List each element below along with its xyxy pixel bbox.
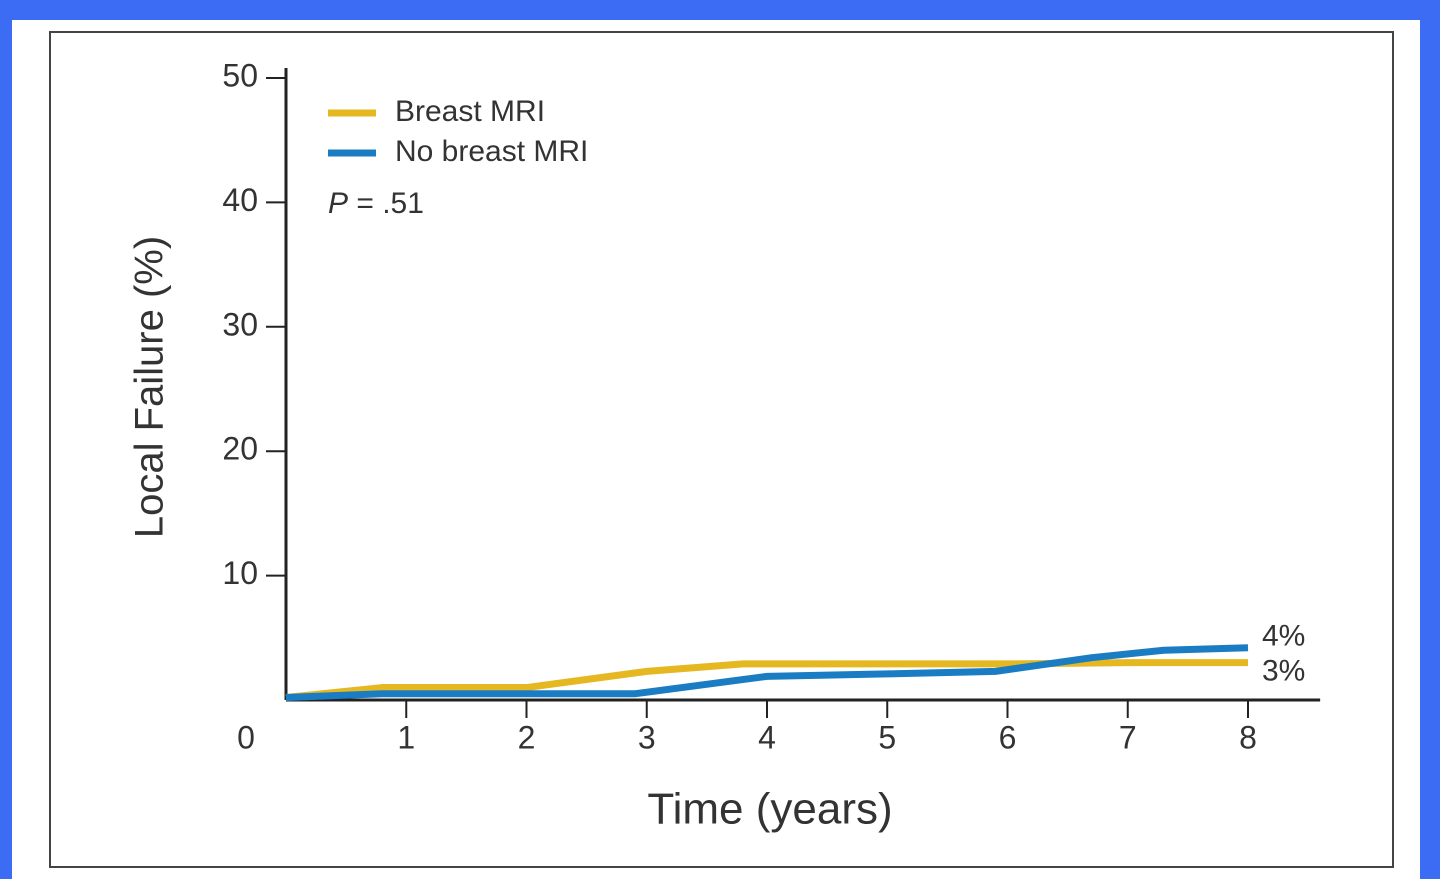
line — [285, 659, 1248, 701]
y-tick-label: 0 — [237, 719, 255, 755]
x-tick-label: 7 — [1119, 719, 1137, 755]
y-tick-label: 40 — [222, 182, 258, 218]
y-axis-label: Local Failure (%) — [128, 236, 172, 538]
y-tick-label: 20 — [222, 431, 258, 467]
y-tick-label: 50 — [222, 57, 258, 93]
x-tick-label: 4 — [758, 719, 776, 755]
annotation-rest: = .51 — [348, 187, 424, 220]
annotation: P = .51 — [328, 187, 424, 220]
y-tick-label: 10 — [222, 555, 258, 591]
annotation-italic: P — [328, 187, 348, 220]
end-label: 3% — [1262, 655, 1305, 688]
legend-label: Breast MRI — [395, 95, 545, 128]
x-axis-label: Time (years) — [647, 785, 892, 834]
y-tick-label: 30 — [222, 306, 258, 342]
x-tick-label: 5 — [878, 719, 896, 755]
legend-label: No breast MRI — [395, 135, 588, 168]
x-tick-label: 6 — [999, 719, 1017, 755]
x-tick-label: 2 — [518, 719, 536, 755]
x-tick-label: 1 — [397, 719, 415, 755]
end-label: 4% — [1262, 620, 1305, 653]
line — [285, 644, 1249, 702]
x-tick-label: 8 — [1239, 719, 1257, 755]
x-tick-label: 3 — [638, 719, 656, 755]
frame — [49, 31, 1394, 868]
